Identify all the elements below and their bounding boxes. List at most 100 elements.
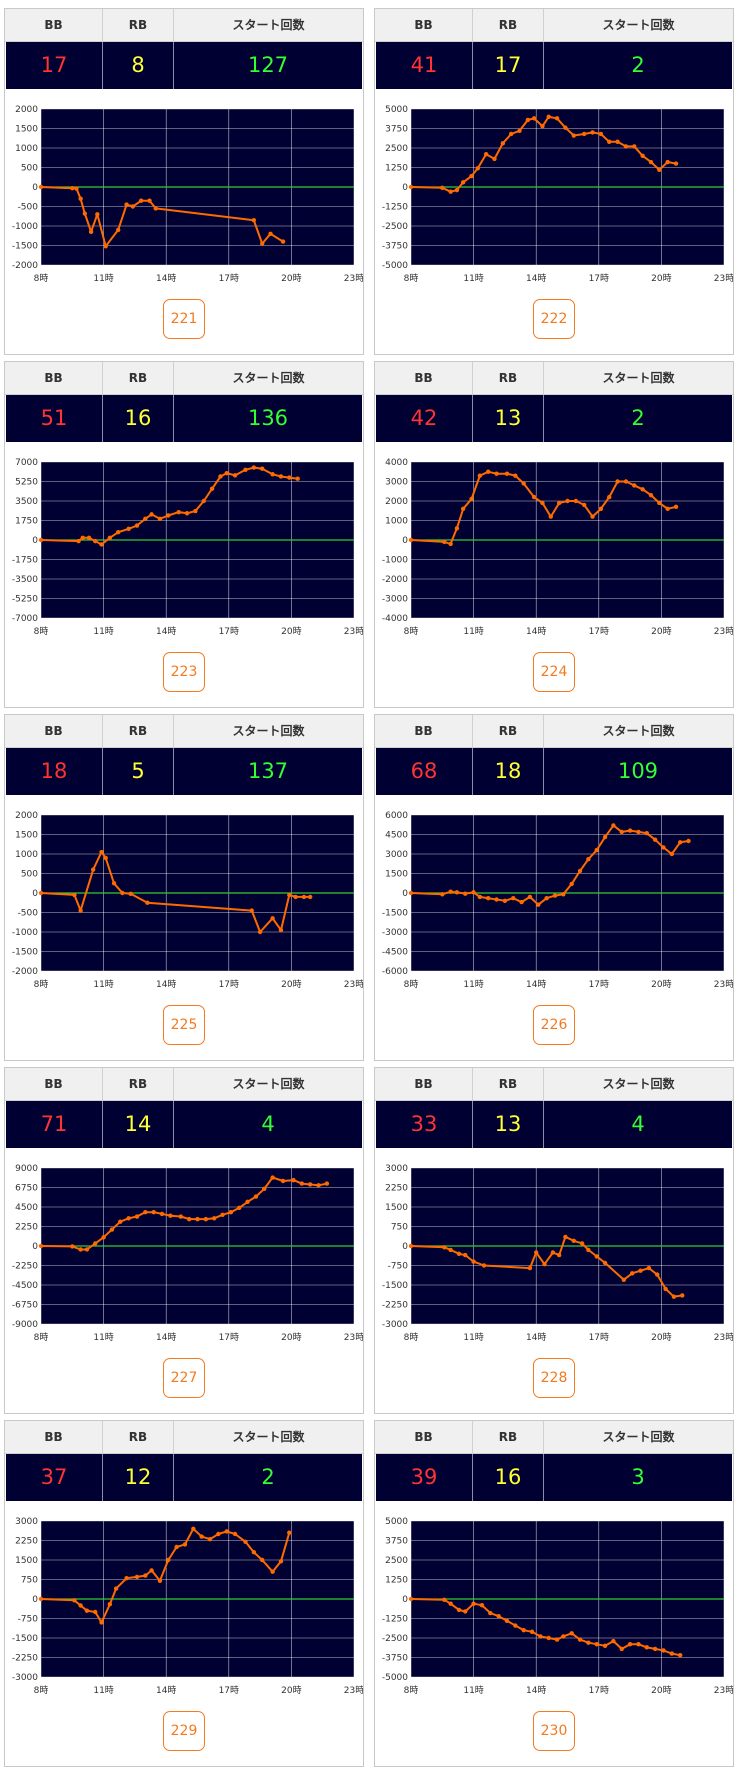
data-point (648, 492, 654, 498)
stats-divider (472, 42, 473, 89)
header-divider (102, 1421, 103, 1453)
y-tick-label: -2000 (382, 575, 408, 585)
slump-chart: 2000 1500 1000 500 0 -500 -1000 -1500 -2000 8時 11時… (12, 811, 363, 989)
data-point (556, 500, 562, 506)
machine-number-button[interactable]: 223 (163, 652, 205, 692)
data-point (540, 500, 545, 506)
header-start: スタート回数 (602, 1430, 675, 1444)
header-divider (543, 715, 544, 747)
data-point (586, 1640, 591, 1645)
stats-row: 51 16 136 (6, 395, 362, 442)
header-rb: RB (498, 1430, 518, 1444)
machine-number-button[interactable]: 225 (163, 1005, 205, 1045)
data-point (536, 902, 541, 907)
data-point (652, 837, 658, 842)
data-point (519, 899, 524, 905)
data-point (440, 892, 445, 897)
data-point (201, 498, 206, 504)
y-tick-label: -2500 (382, 222, 408, 232)
machine-number-button[interactable]: 222 (533, 299, 575, 339)
data-point (218, 474, 223, 479)
y-tick-label: -7000 (12, 614, 38, 624)
data-point (638, 1268, 643, 1273)
y-tick-label: -2250 (12, 1654, 38, 1664)
table-header: BB RB スタート回数 (5, 362, 363, 395)
y-tick-label: 750 (391, 1223, 408, 1233)
y-tick-label: -1500 (382, 909, 408, 919)
rb-count: 13 (494, 406, 522, 430)
machine-number-button[interactable]: 229 (163, 1711, 205, 1751)
y-tick-label: 2000 (15, 811, 38, 821)
data-point (561, 1634, 566, 1639)
data-point (671, 1294, 677, 1299)
start-count: 3 (631, 1465, 645, 1489)
data-point (38, 537, 44, 543)
data-point (508, 131, 514, 137)
y-tick-label: 1250 (385, 1576, 408, 1586)
data-point (513, 473, 518, 478)
stats-row: 17 8 127 (6, 42, 362, 89)
data-point (521, 481, 526, 486)
data-point (481, 1263, 487, 1268)
y-tick-label: -2000 (12, 967, 38, 977)
y-tick-label: 0 (402, 183, 408, 193)
stats-divider (543, 42, 544, 89)
header-divider (102, 362, 103, 394)
data-point (454, 890, 460, 895)
data-point (203, 1216, 209, 1222)
data-point (243, 467, 248, 472)
data-point (615, 139, 620, 144)
y-tick-label: 3000 (385, 478, 408, 488)
machine-number-button[interactable]: 224 (533, 652, 575, 692)
data-point (408, 1243, 414, 1249)
data-point (456, 1607, 462, 1613)
header-start: スタート回数 (602, 1077, 675, 1091)
data-point (440, 185, 445, 190)
data-point (521, 1628, 526, 1633)
data-point (534, 1250, 539, 1255)
stats-row: 33 13 4 (376, 1101, 732, 1148)
data-point (669, 1651, 675, 1656)
machine-number-button[interactable]: 227 (163, 1358, 205, 1398)
data-point (463, 891, 468, 896)
data-point (611, 1638, 616, 1644)
data-point (84, 1608, 90, 1613)
y-tick-label: -2250 (12, 1262, 38, 1272)
bb-count: 71 (40, 1112, 68, 1136)
start-count: 2 (631, 53, 645, 77)
bb-count: 39 (410, 1465, 438, 1489)
machine-number-button[interactable]: 226 (533, 1005, 575, 1045)
y-tick-label: -2250 (382, 1301, 408, 1311)
x-tick-label: 14時 (526, 273, 546, 283)
machine-number-button[interactable]: 221 (163, 299, 205, 339)
data-point (636, 829, 641, 835)
machine-number-button[interactable]: 230 (533, 1711, 575, 1751)
data-point (211, 1216, 217, 1221)
slump-chart: 7000 5250 3500 1750 0 -1750 -3500 -5250 -7000 8時 1… (12, 458, 363, 636)
data-point (257, 929, 263, 935)
header-rb: RB (498, 371, 518, 385)
header-divider (543, 1068, 544, 1100)
data-point (590, 130, 595, 135)
y-tick-label: -4500 (12, 1281, 38, 1291)
data-point (648, 159, 654, 165)
table-header: BB RB スタート回数 (5, 715, 363, 748)
start-count: 137 (247, 759, 289, 783)
data-point (442, 1597, 447, 1602)
y-tick-label: -1500 (12, 1634, 38, 1644)
data-point (268, 231, 273, 236)
x-tick-label: 20時 (281, 273, 301, 283)
x-tick-label: 23時 (714, 626, 733, 636)
data-point (143, 516, 148, 522)
data-point (78, 1603, 83, 1608)
stats-row: 39 16 3 (376, 1454, 732, 1501)
y-tick-label: 4500 (15, 1203, 38, 1213)
machine-number-button[interactable]: 228 (533, 1358, 575, 1398)
x-tick-label: 17時 (589, 626, 609, 636)
stats-divider (102, 748, 103, 795)
data-point (602, 834, 608, 840)
data-point (680, 1293, 685, 1298)
data-point (278, 1559, 284, 1564)
x-tick-label: 8時 (34, 626, 49, 636)
data-point (109, 1227, 115, 1232)
